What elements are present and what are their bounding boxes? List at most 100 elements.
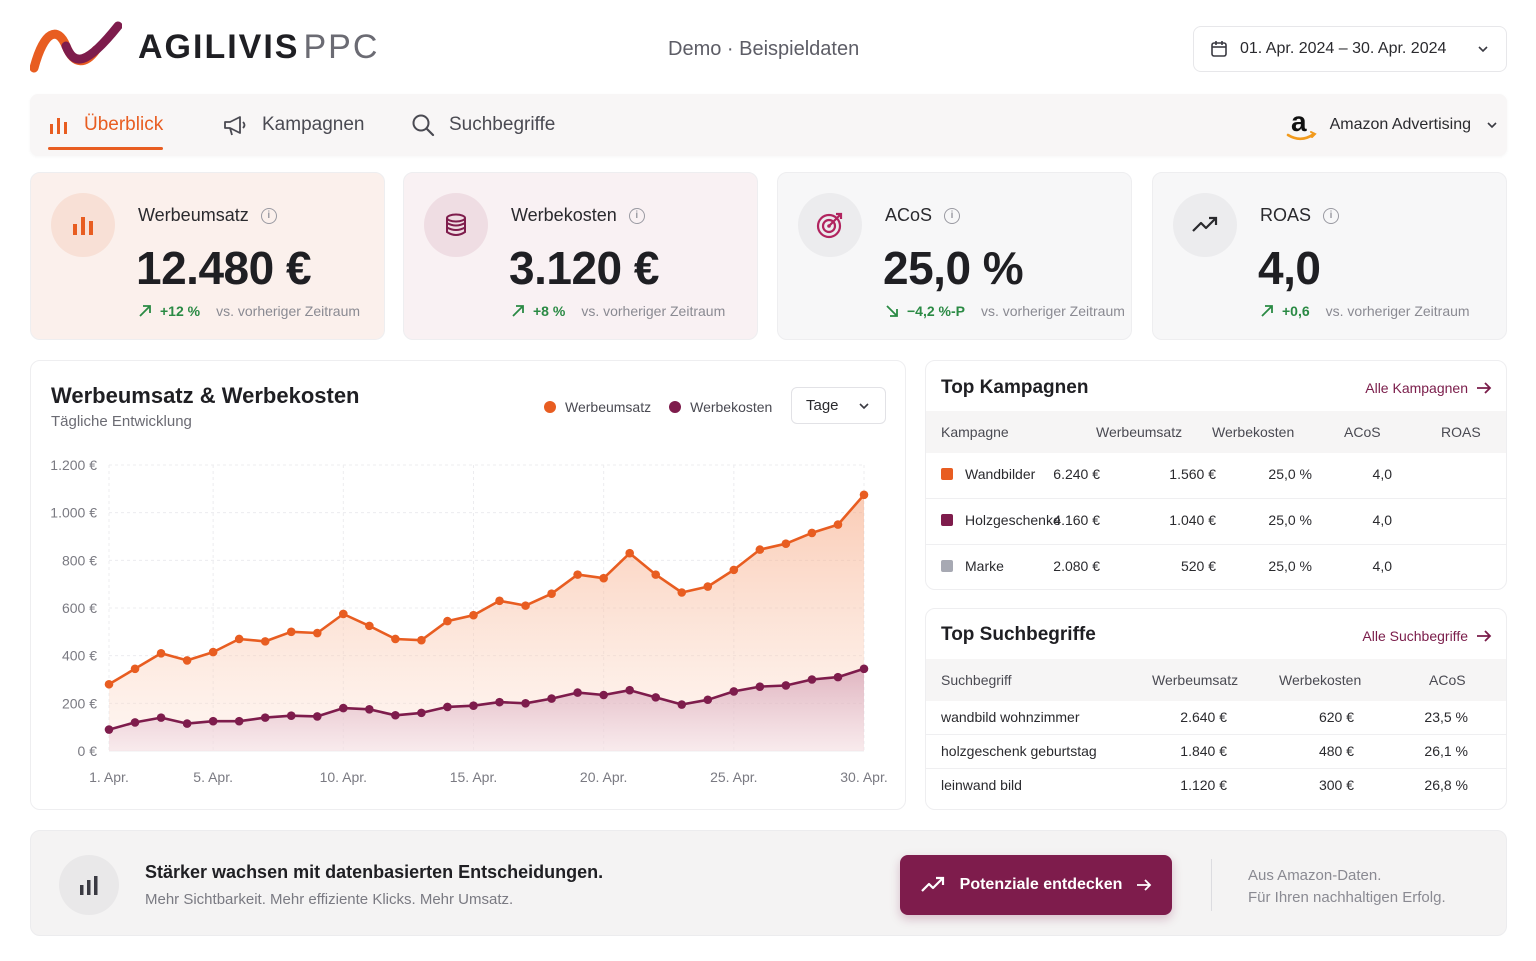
table-row[interactable]: wandbild wohnzimmer 2.640 € 620 € 23,5 % bbox=[926, 701, 1506, 735]
y-tick-label: 1.200 € bbox=[50, 457, 97, 473]
tab-campaigns-label: Kampagnen bbox=[262, 114, 365, 135]
table-cell: 4,0 bbox=[1372, 512, 1392, 528]
data-point bbox=[469, 610, 478, 620]
x-tick-label: 30. Apr. bbox=[840, 769, 887, 785]
legend-label: Werbeumsatz bbox=[565, 399, 652, 415]
table-row[interactable]: leinwand bild 1.120 € 300 € 26,8 % bbox=[926, 769, 1506, 803]
table-cell: 300 € bbox=[1318, 777, 1354, 793]
data-point bbox=[833, 672, 843, 682]
x-tick-label: 15. Apr. bbox=[450, 769, 497, 785]
y-tick-label: 1.000 € bbox=[50, 505, 97, 521]
search-term-cell: leinwand bild bbox=[941, 777, 1022, 793]
chevron-down-icon bbox=[859, 402, 869, 409]
table-cell: 25,0 % bbox=[1268, 466, 1312, 482]
kpi-compare-label: vs. vorheriger Zeitraum bbox=[1325, 303, 1470, 319]
data-point bbox=[651, 693, 661, 702]
table-cell: 1.040 € bbox=[1169, 512, 1216, 528]
top-search-terms-panel: Top Suchbegriffe Alle Suchbegriffe Suchb… bbox=[925, 608, 1507, 810]
data-point bbox=[547, 589, 556, 598]
data-point bbox=[521, 699, 530, 708]
arrow-right-icon bbox=[1477, 630, 1492, 642]
chevron-down-icon bbox=[1487, 122, 1497, 129]
kpi-compare-label: vs. vorheriger Zeitraum bbox=[980, 303, 1125, 319]
y-tick-label: 800 € bbox=[62, 552, 97, 568]
table-row[interactable]: Holzgeschenke 4.160 € 1.040 € 25,0 % 4,0 bbox=[926, 499, 1506, 545]
y-tick-label: 0 € bbox=[78, 743, 98, 759]
table-cell: 2.080 € bbox=[1053, 558, 1100, 574]
discover-potential-button[interactable]: Potenziale entdecken bbox=[900, 855, 1172, 915]
tab-overview[interactable]: Überblick bbox=[48, 94, 164, 156]
campaign-name-cell: Marke bbox=[941, 558, 1004, 574]
data-point bbox=[365, 704, 374, 714]
bar-chart-icon bbox=[80, 876, 98, 895]
data-point bbox=[729, 565, 739, 575]
series-area-revenue bbox=[109, 494, 864, 751]
data-point bbox=[469, 701, 478, 711]
brand-logo[interactable]: AGILIVIS PPC bbox=[30, 20, 379, 74]
table-header: Kampagne Werbeumsatz Werbekosten ACoS RO… bbox=[926, 411, 1506, 453]
data-point bbox=[182, 719, 192, 728]
data-point bbox=[781, 539, 791, 548]
campaign-color-swatch bbox=[941, 468, 953, 480]
revenue-cost-chart: 0 € 200 € 400 € 600 € 800 € 1.000 € 1.200 € 1. … bbox=[50, 457, 887, 785]
data-point bbox=[391, 634, 400, 644]
data-point bbox=[260, 637, 270, 646]
kpi-value: 3.120 € bbox=[509, 242, 659, 294]
coins-icon bbox=[446, 213, 466, 236]
arrow-up-right-icon bbox=[512, 305, 524, 317]
data-point bbox=[807, 675, 817, 684]
account-selector[interactable]: a Amazon Advertising bbox=[1284, 94, 1499, 156]
kpi-compare-label: vs. vorheriger Zeitraum bbox=[216, 303, 361, 319]
table-cell: 480 € bbox=[1318, 743, 1354, 759]
x-tick-label: 20. Apr. bbox=[580, 769, 627, 785]
x-tick-label: 1. Apr. bbox=[89, 769, 129, 785]
campaign-color-swatch bbox=[941, 560, 953, 572]
tab-search-terms[interactable]: Suchbegriffe bbox=[411, 94, 555, 156]
data-point bbox=[625, 548, 634, 558]
table-row[interactable]: Wandbilder 6.240 € 1.560 € 25,0 % 4,0 bbox=[926, 453, 1506, 499]
arrow-up-right-icon bbox=[139, 305, 151, 317]
table-cell: 1.120 € bbox=[1180, 777, 1227, 793]
info-icon[interactable]: i bbox=[1323, 207, 1340, 224]
all-search-terms-link[interactable]: Alle Suchbegriffe bbox=[1362, 628, 1492, 644]
data-point bbox=[156, 648, 166, 658]
y-tick-label: 600 € bbox=[62, 600, 97, 616]
chevron-down-icon bbox=[1478, 46, 1488, 53]
kpi-card-revenue: Werbeumsatz i 12.480 € +12 % vs. vorherige… bbox=[30, 172, 385, 340]
table-cell: 4,0 bbox=[1372, 558, 1392, 574]
table-cell: 4.160 € bbox=[1053, 512, 1100, 528]
table-cell: 520 € bbox=[1180, 558, 1216, 574]
kpi-value: 25,0 % bbox=[883, 242, 1024, 294]
data-point bbox=[495, 596, 504, 606]
info-icon[interactable]: i bbox=[260, 207, 277, 224]
table-row[interactable]: holzgeschenk geburtstag 1.840 € 480 € 26,1 … bbox=[926, 735, 1506, 769]
table-cell: 26,1 % bbox=[1424, 743, 1468, 759]
arrow-down-right-icon bbox=[886, 305, 898, 317]
date-range-picker[interactable]: 01. Apr. 2024 – 30. Apr. 2024 bbox=[1193, 26, 1507, 72]
info-icon[interactable]: i bbox=[628, 207, 645, 224]
date-range-value: 01. Apr. 2024 – 30. Apr. 2024 bbox=[1240, 40, 1447, 57]
chart-subtitle: Tägliche Entwicklung bbox=[51, 413, 192, 430]
top-campaigns-panel: Top Kampagnen Alle Kampagnen Kampagne We… bbox=[925, 360, 1507, 590]
table-row[interactable]: Marke 2.080 € 520 € 25,0 % 4,0 bbox=[926, 545, 1506, 589]
banner-note-line: Aus Amazon-Daten. bbox=[1248, 867, 1382, 884]
legend-item-cost: Werbekosten bbox=[669, 399, 772, 415]
granularity-value: Tage bbox=[806, 397, 839, 414]
tab-campaigns[interactable]: Kampagnen bbox=[222, 94, 364, 156]
data-point bbox=[208, 647, 218, 657]
data-point bbox=[443, 616, 452, 626]
data-point bbox=[182, 656, 192, 665]
data-point bbox=[365, 621, 374, 631]
svg-text:a: a bbox=[1291, 107, 1307, 137]
data-point bbox=[833, 520, 843, 529]
table-cell: 1.560 € bbox=[1169, 466, 1216, 482]
kpi-label: ROAS bbox=[1260, 205, 1312, 225]
divider bbox=[1211, 859, 1212, 911]
data-point bbox=[547, 694, 556, 703]
table-cell: 25,0 % bbox=[1268, 558, 1312, 574]
bar-chart-icon bbox=[73, 217, 93, 235]
all-campaigns-link[interactable]: Alle Kampagnen bbox=[1365, 380, 1492, 396]
info-icon[interactable]: i bbox=[944, 207, 961, 224]
granularity-select[interactable]: Tage bbox=[791, 387, 886, 424]
column-header: ROAS bbox=[1441, 424, 1481, 440]
